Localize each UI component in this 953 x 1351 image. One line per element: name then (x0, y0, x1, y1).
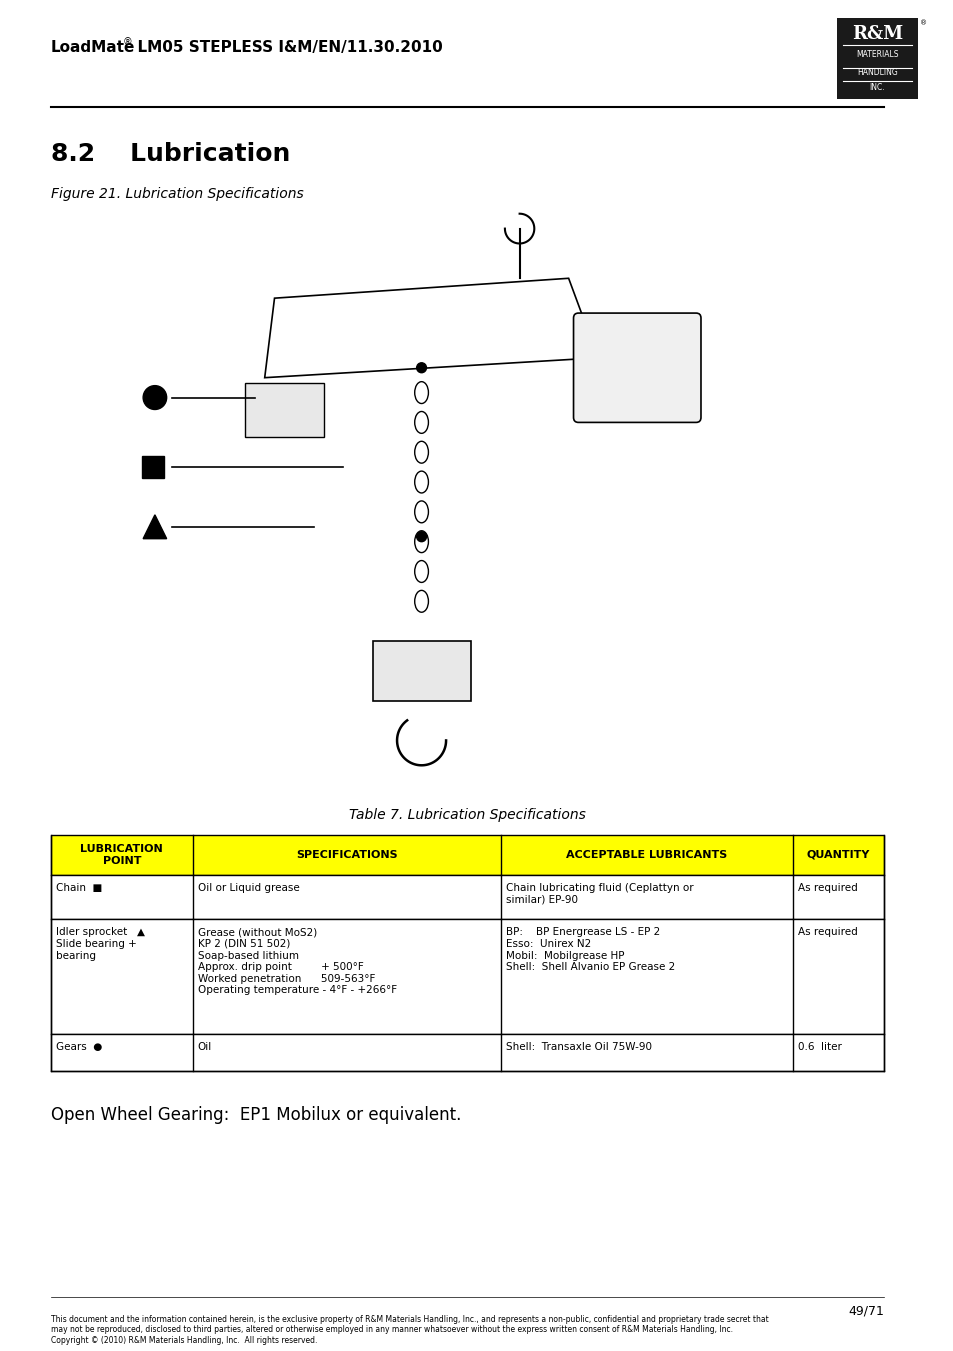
Text: Chain  ■: Chain ■ (56, 882, 102, 893)
Bar (142, 457, 164, 478)
Bar (51, 874, 883, 920)
Text: LUBRICATION
POINT: LUBRICATION POINT (80, 844, 163, 866)
Text: LoadMate: LoadMate (51, 41, 135, 55)
Text: Oil or Liquid grease: Oil or Liquid grease (197, 882, 299, 893)
Text: BP:    BP Energrease LS - EP 2
Esso:  Unirex N2
Mobil:  Mobilgrease HP
Shell:  S: BP: BP Energrease LS - EP 2 Esso: Unirex… (505, 927, 675, 973)
Text: HANDLING: HANDLING (856, 68, 897, 77)
Text: 8.2    Lubrication: 8.2 Lubrication (51, 142, 290, 166)
FancyBboxPatch shape (573, 313, 700, 423)
Circle shape (416, 532, 426, 542)
Text: ®: ® (122, 36, 132, 47)
Text: LM05 STEPLESS I&M/EN/11.30.2010: LM05 STEPLESS I&M/EN/11.30.2010 (128, 41, 443, 55)
Circle shape (416, 363, 426, 373)
Text: Figure 21. Lubrication Specifications: Figure 21. Lubrication Specifications (51, 186, 303, 201)
Text: ACCEPTABLE LUBRICANTS: ACCEPTABLE LUBRICANTS (565, 850, 727, 859)
Text: Shell:  Transaxle Oil 75W-90: Shell: Transaxle Oil 75W-90 (505, 1042, 651, 1051)
Text: QUANTITY: QUANTITY (806, 850, 869, 859)
Bar (51, 1034, 883, 1071)
Text: Open Wheel Gearing:  EP1 Mobilux or equivalent.: Open Wheel Gearing: EP1 Mobilux or equiv… (51, 1106, 461, 1124)
Bar (51, 835, 883, 874)
Bar (51, 920, 883, 1034)
Text: Idler sprocket   ▲
Slide bearing +
bearing: Idler sprocket ▲ Slide bearing + bearing (56, 927, 145, 961)
Polygon shape (143, 515, 167, 539)
Text: Grease (without MoS2)
KP 2 (DIN 51 502)
Soap-based lithium
Approx. drip point   : Grease (without MoS2) KP 2 (DIN 51 502) … (197, 927, 396, 996)
Circle shape (143, 385, 167, 409)
Text: Chain lubricating fluid (Ceplattyn or
similar) EP-90: Chain lubricating fluid (Ceplattyn or si… (505, 882, 693, 904)
Bar (373, 642, 470, 701)
Text: Table 7. Lubrication Specifications: Table 7. Lubrication Specifications (349, 808, 585, 821)
Bar (837, 18, 917, 100)
Text: 0.6  liter: 0.6 liter (797, 1042, 841, 1051)
Text: 49/71: 49/71 (847, 1305, 883, 1319)
Text: This document and the information contained herein, is the exclusive property of: This document and the information contai… (51, 1315, 768, 1344)
Text: Oil: Oil (197, 1042, 212, 1051)
Text: As required: As required (797, 882, 857, 893)
Text: MATERIALS: MATERIALS (855, 50, 898, 59)
Text: Gears  ●: Gears ● (56, 1042, 102, 1051)
Text: ®: ® (919, 20, 925, 26)
Bar (245, 382, 323, 438)
Text: INC.: INC. (869, 82, 884, 92)
Text: SPECIFICATIONS: SPECIFICATIONS (295, 850, 397, 859)
Text: R&M: R&M (851, 24, 902, 43)
Text: As required: As required (797, 927, 857, 938)
